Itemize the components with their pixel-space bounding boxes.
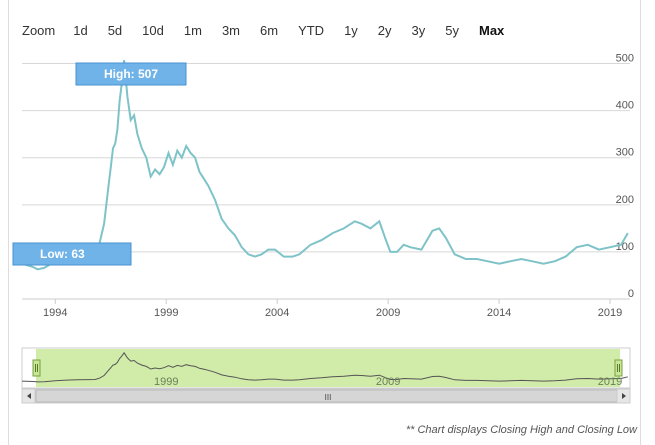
navigator-label: 1999 xyxy=(154,376,178,388)
x-axis-ticks: 1994 1999 2004 2009 2014 2019 xyxy=(43,299,622,319)
scrollbar-grip: III xyxy=(325,393,332,402)
y-tick-label: 300 xyxy=(616,147,634,159)
y-axis-ticks: 0 100 200 300 400 500 xyxy=(616,53,634,300)
high-flag-label: High: 507 xyxy=(104,67,158,81)
zoom-3y-button[interactable]: 3y xyxy=(411,22,426,38)
chart-footnote: ** Chart displays Closing High and Closi… xyxy=(405,424,637,436)
low-flag-label: Low: 63 xyxy=(40,247,85,261)
x-tick-label: 2014 xyxy=(487,307,511,319)
x-tick-label: 2009 xyxy=(376,307,400,319)
navigator-line xyxy=(21,351,628,383)
x-tick-label: 2004 xyxy=(265,307,289,319)
y-tick-label: 200 xyxy=(616,194,634,206)
high-flag xyxy=(75,62,187,86)
zoom-ytd-button[interactable]: YTD xyxy=(298,22,325,38)
y-tick-label: 100 xyxy=(616,241,634,253)
navigator-left-handle[interactable] xyxy=(32,359,41,377)
zoom-label: Zoom xyxy=(22,22,56,38)
zoom-10d-button[interactable]: 10d xyxy=(142,22,164,38)
navigator-label: 2009 xyxy=(376,376,400,388)
navigator-label: 2019 xyxy=(598,376,622,388)
zoom-2y-button[interactable]: 2y xyxy=(377,22,392,38)
zoom-1m-button[interactable]: 1m xyxy=(183,22,202,38)
zoom-bar: Zoom 1d 5d 10d 1m 3m 6m YTD 1y 2y 3y 5y … xyxy=(22,20,524,40)
low-flag xyxy=(12,242,132,266)
price-chart: 0 100 200 300 400 500 1994 1999 2004 2009 2014 201… xyxy=(12,53,634,319)
zoom-3m-button[interactable]: 3m xyxy=(221,22,240,38)
price-line xyxy=(21,60,629,271)
zoom-5d-button[interactable]: 5d xyxy=(107,22,123,38)
chevron-left-icon xyxy=(27,393,31,399)
flags: High: 507 Low: 63 xyxy=(12,60,187,266)
navigator[interactable]: 1999 2009 2019 III xyxy=(0,0,655,420)
zoom-6m-button[interactable]: 6m xyxy=(260,22,279,38)
x-tick-label: 1994 xyxy=(43,307,67,319)
navigator-right-handle[interactable] xyxy=(614,359,623,377)
x-tick-label: 1999 xyxy=(154,307,178,319)
chart-frame-left xyxy=(8,0,9,445)
zoom-1y-button[interactable]: 1y xyxy=(344,22,358,38)
chart-frame-right xyxy=(640,0,641,445)
x-tick-label: 2019 xyxy=(598,307,622,319)
y-tick-label: 400 xyxy=(616,100,634,112)
y-tick-label: 500 xyxy=(616,53,634,65)
zoom-1d-button[interactable]: 1d xyxy=(73,22,88,38)
zoom-5y-button[interactable]: 5y xyxy=(445,22,459,38)
y-tick-label: 0 xyxy=(628,288,634,300)
chevron-right-icon xyxy=(622,393,626,399)
navigator-labels: 1999 2009 2019 xyxy=(154,376,622,388)
zoom-max-button[interactable]: Max xyxy=(479,22,505,38)
